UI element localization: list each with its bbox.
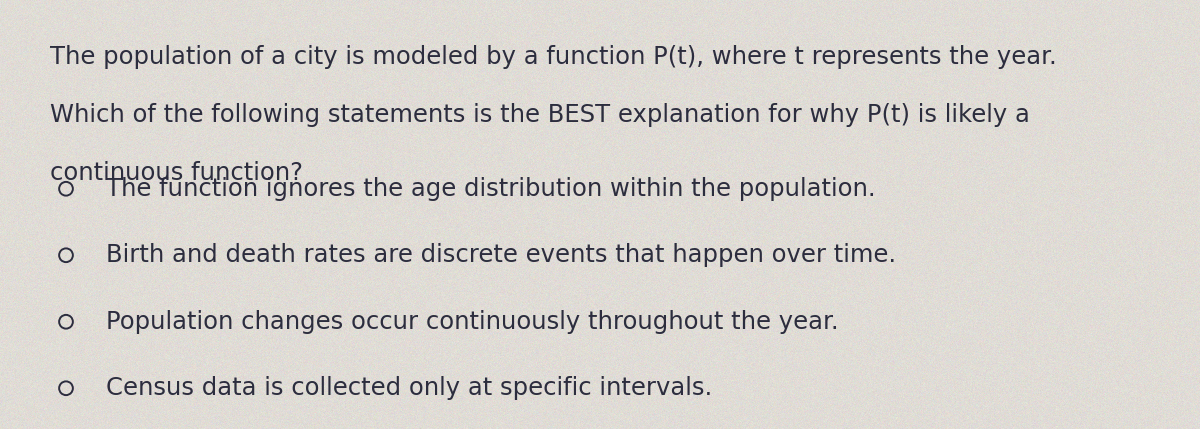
Text: Census data is collected only at specific intervals.: Census data is collected only at specifi… <box>106 376 712 400</box>
Text: Population changes occur continuously throughout the year.: Population changes occur continuously th… <box>106 310 839 334</box>
Text: continuous function?: continuous function? <box>50 161 304 185</box>
Text: Which of the following statements is the BEST explanation for why P(t) is likely: Which of the following statements is the… <box>50 103 1031 127</box>
Text: The population of a city is modeled by a function P(t), where t represents the y: The population of a city is modeled by a… <box>50 45 1057 69</box>
Text: Birth and death rates are discrete events that happen over time.: Birth and death rates are discrete event… <box>106 243 895 267</box>
Text: The function ignores the age distribution within the population.: The function ignores the age distributio… <box>106 177 875 201</box>
